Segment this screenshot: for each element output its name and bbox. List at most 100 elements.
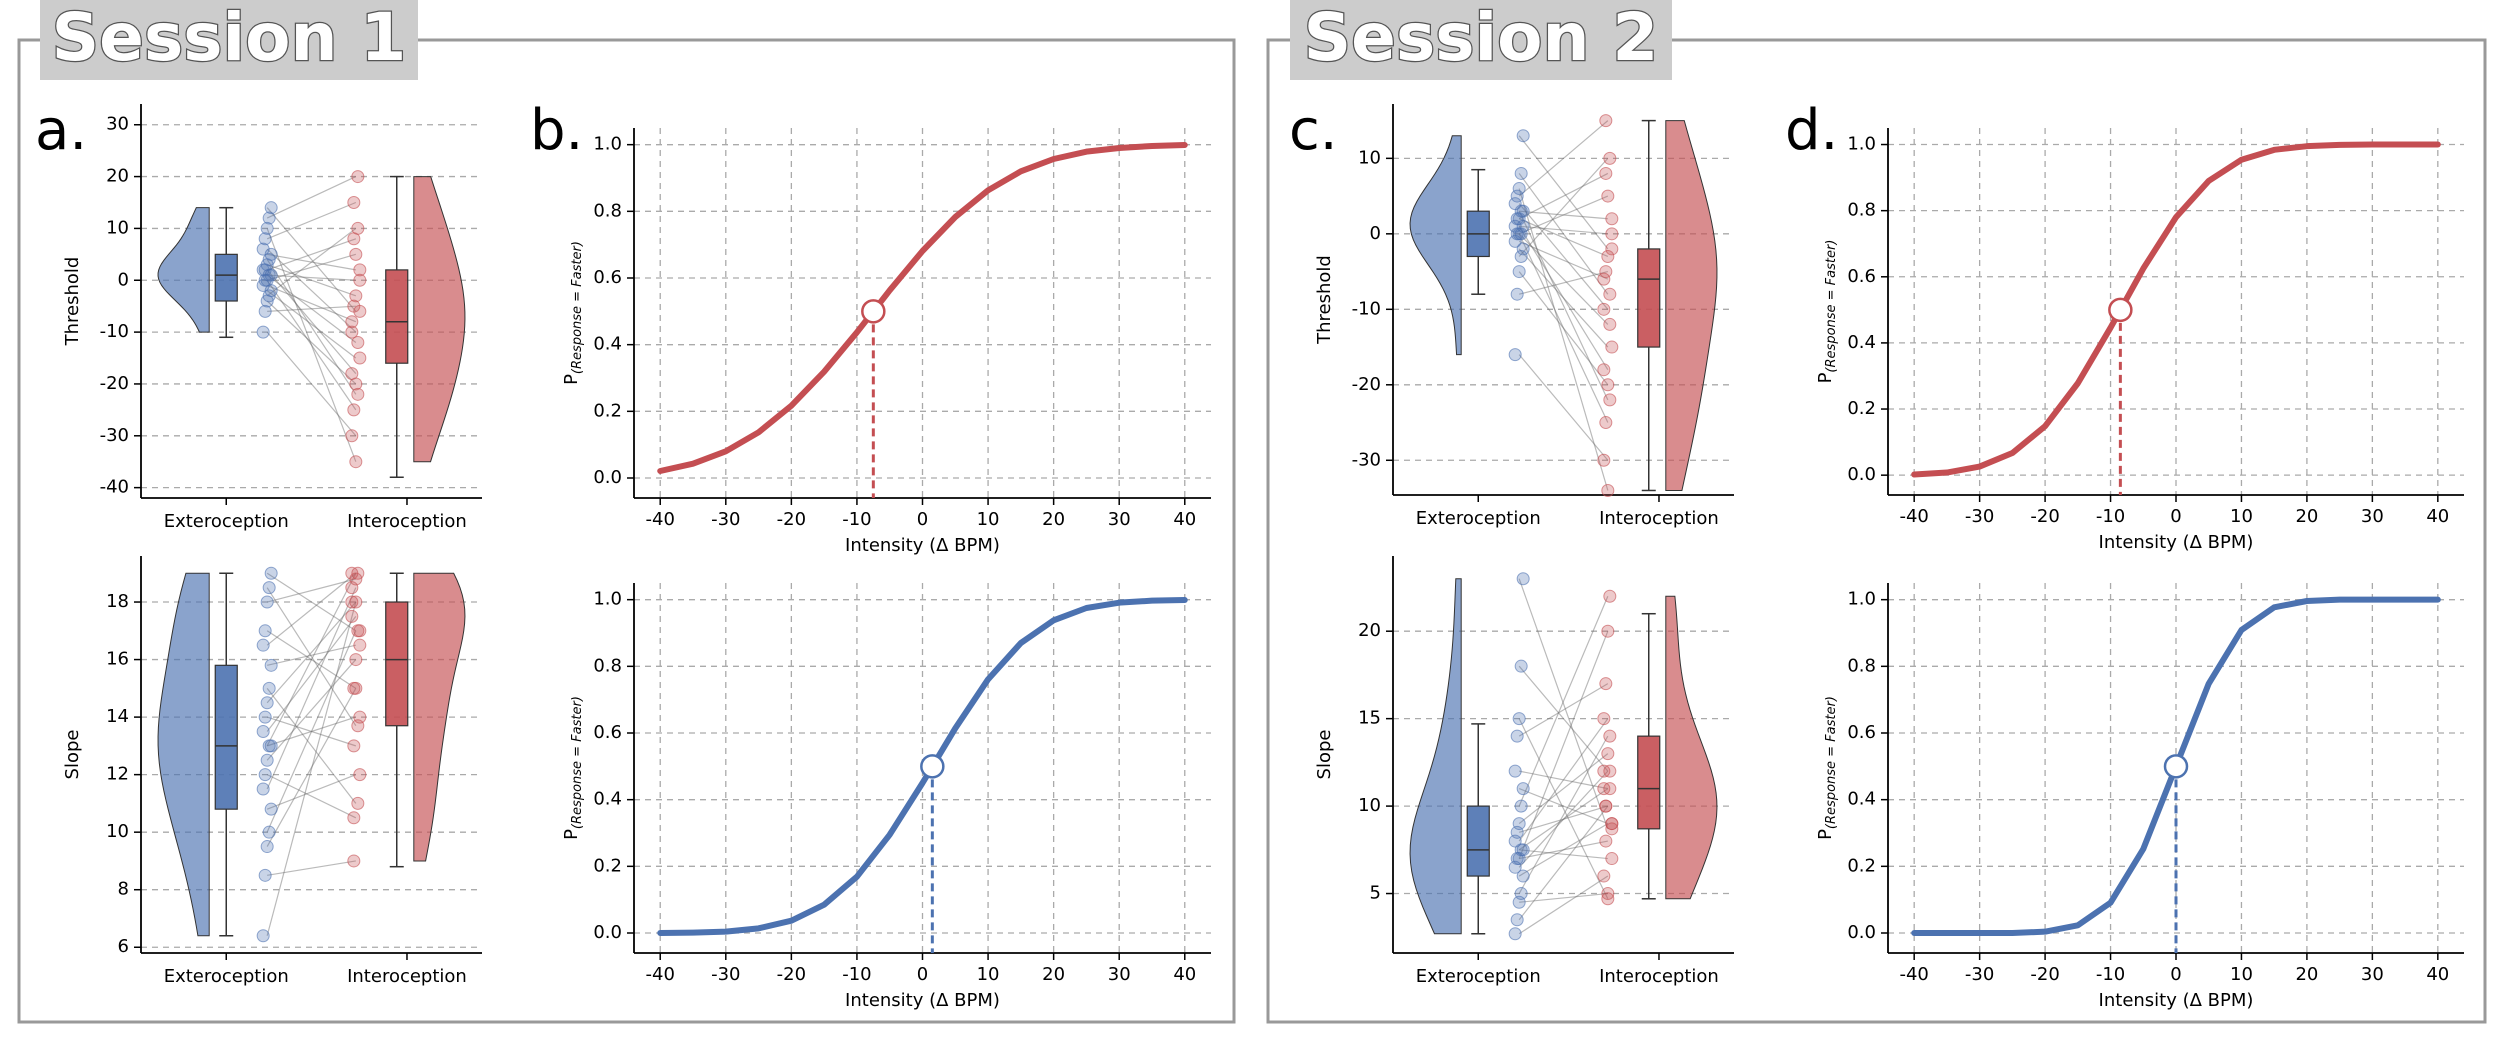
y-tick-label: 10 [1358, 795, 1381, 816]
point [1516, 572, 1530, 586]
violin [157, 207, 210, 333]
y-tick-label: 0.2 [593, 855, 622, 876]
session-title: Session 1 [52, 0, 407, 76]
x-axis-label: Intensity (Δ BPM) [845, 990, 1000, 1011]
x-tick-label: Interoception [347, 511, 467, 532]
x-tick-label: Interoception [347, 966, 467, 987]
pair-line [1518, 248, 1609, 348]
box [214, 664, 238, 810]
pair-line [1519, 270, 1608, 295]
point [353, 304, 367, 318]
y-tick-label: 10 [106, 821, 129, 842]
pair-line [266, 688, 357, 847]
pair-line [1518, 135, 1609, 250]
pair-line [1518, 788, 1609, 825]
pair-line [1519, 892, 1608, 903]
pair-line [1518, 354, 1609, 461]
y-tick-label: 5 [1370, 883, 1381, 904]
point [349, 653, 363, 667]
point [258, 232, 272, 246]
y-axis-label: P(Response = Faster) [561, 696, 585, 840]
point [1603, 393, 1617, 407]
point [258, 768, 272, 782]
y-tick-label: 0.2 [593, 400, 622, 421]
point [256, 929, 270, 943]
point [260, 753, 274, 767]
point [347, 403, 361, 417]
y-tick-label: 10 [1358, 147, 1381, 168]
x-tick-label: -10 [2096, 964, 2125, 985]
y-axis-label-base: P [1815, 372, 1836, 383]
point [1516, 782, 1530, 796]
point [258, 304, 272, 318]
y-tick-label: -10 [1352, 298, 1381, 319]
x-tick-label: 20 [2295, 506, 2318, 527]
pair-line [266, 716, 357, 747]
y-tick-label: 0 [118, 269, 129, 290]
point [1603, 764, 1617, 778]
y-tick-label: 20 [1358, 620, 1381, 641]
point [1601, 189, 1615, 203]
point [264, 658, 278, 672]
point [1597, 869, 1611, 883]
point [1605, 817, 1619, 831]
point [347, 739, 361, 753]
point [1514, 659, 1528, 673]
point [1603, 151, 1617, 165]
point [1508, 348, 1522, 362]
point [1597, 453, 1611, 467]
pair-line [266, 774, 357, 810]
y-tick-label: 0.4 [1847, 789, 1876, 810]
point [1603, 317, 1617, 331]
y-tick-label: 1.0 [1847, 134, 1876, 155]
point [1512, 712, 1526, 726]
pair-line [1519, 225, 1608, 235]
x-tick-label: Exteroception [164, 511, 289, 532]
point [353, 351, 367, 365]
box [385, 269, 409, 364]
panel-label: b. [530, 98, 583, 163]
pair-line [266, 572, 357, 632]
pair-line [267, 253, 356, 281]
y-tick-label: 6 [118, 936, 129, 957]
session-title-bg [1290, 0, 1672, 80]
point [1512, 182, 1526, 196]
session-frame [17, 38, 1236, 1024]
pair-line [1518, 770, 1609, 868]
x-tick-label: 0 [2170, 964, 2181, 985]
point [347, 811, 361, 825]
point [256, 724, 270, 738]
pair-line [1519, 770, 1608, 790]
y-tick-label: -40 [100, 477, 129, 498]
y-tick-label: 0.2 [1847, 855, 1876, 876]
pair-line [1518, 210, 1609, 401]
y-tick-label: 0.0 [1847, 922, 1876, 943]
point [1599, 677, 1613, 691]
point [1603, 287, 1617, 301]
point [1599, 114, 1613, 128]
point [349, 572, 363, 586]
x-tick-label: -20 [2030, 964, 2059, 985]
x-axis-label: Intensity (Δ BPM) [2099, 532, 2254, 553]
point [1597, 363, 1611, 377]
x-tick-label: Exteroception [1416, 966, 1541, 987]
point [1508, 764, 1522, 778]
session-frame [1266, 38, 2487, 1024]
box [214, 253, 238, 302]
point [1605, 242, 1619, 256]
x-axis-label: Intensity (Δ BPM) [2099, 990, 2254, 1011]
y-tick-label: 16 [106, 649, 129, 670]
x-tick-label: -20 [777, 509, 806, 530]
pair-line [266, 572, 357, 747]
point [1510, 729, 1524, 743]
point [262, 211, 276, 225]
point [353, 768, 367, 782]
y-axis-label: Threshold [1314, 255, 1335, 345]
x-tick-label: -30 [1965, 964, 1994, 985]
y-tick-label: -10 [100, 321, 129, 342]
pair-line [266, 176, 357, 219]
threshold-point [861, 299, 886, 324]
pair-line [1518, 233, 1609, 423]
y-axis-label-base: P [561, 374, 582, 385]
pair-line [1518, 240, 1609, 280]
